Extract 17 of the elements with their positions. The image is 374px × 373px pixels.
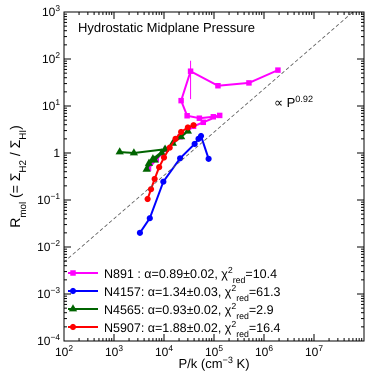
annotation: ∝ P$^{0.92}$ (274, 94, 313, 110)
text: Hydrostatic Midplane Pressure (78, 20, 256, 35)
y-tick-label: 10$^{−1}$ (37, 191, 60, 207)
y-tick-label: 10$^{3}$ (42, 3, 60, 19)
x-tick-label: 10$^{6}$ (254, 343, 274, 359)
legend-label: N4157: α=1.34±0.03, χ$^{2}$$_{red}$=61.3 (104, 283, 281, 303)
x-tick-label: 10$^{7}$ (304, 343, 324, 359)
y-tick-label: 10$^{1}$ (42, 97, 60, 113)
y-tick-label: 10$^{2}$ (42, 50, 60, 66)
legend-label: N4565: α=0.93±0.02, χ$^{2}$$_{red}$=2.9 (104, 301, 274, 321)
y-tick-label: 1 (53, 146, 60, 160)
legend-label: N891 : α=0.89±0.02, χ$^{2}$$_{red}$=10.4 (104, 265, 278, 285)
y-tick-label: 10$^{−2}$ (37, 238, 60, 254)
y-tick-label: 10$^{−3}$ (37, 285, 60, 301)
x-tick-label: 10$^{3}$ (104, 343, 124, 359)
x-tick-label: 10$^{4}$ (154, 343, 174, 359)
legend-label: N5907: α=1.88±0.02, χ$^{2}$$_{red}$=16.4 (104, 319, 281, 339)
